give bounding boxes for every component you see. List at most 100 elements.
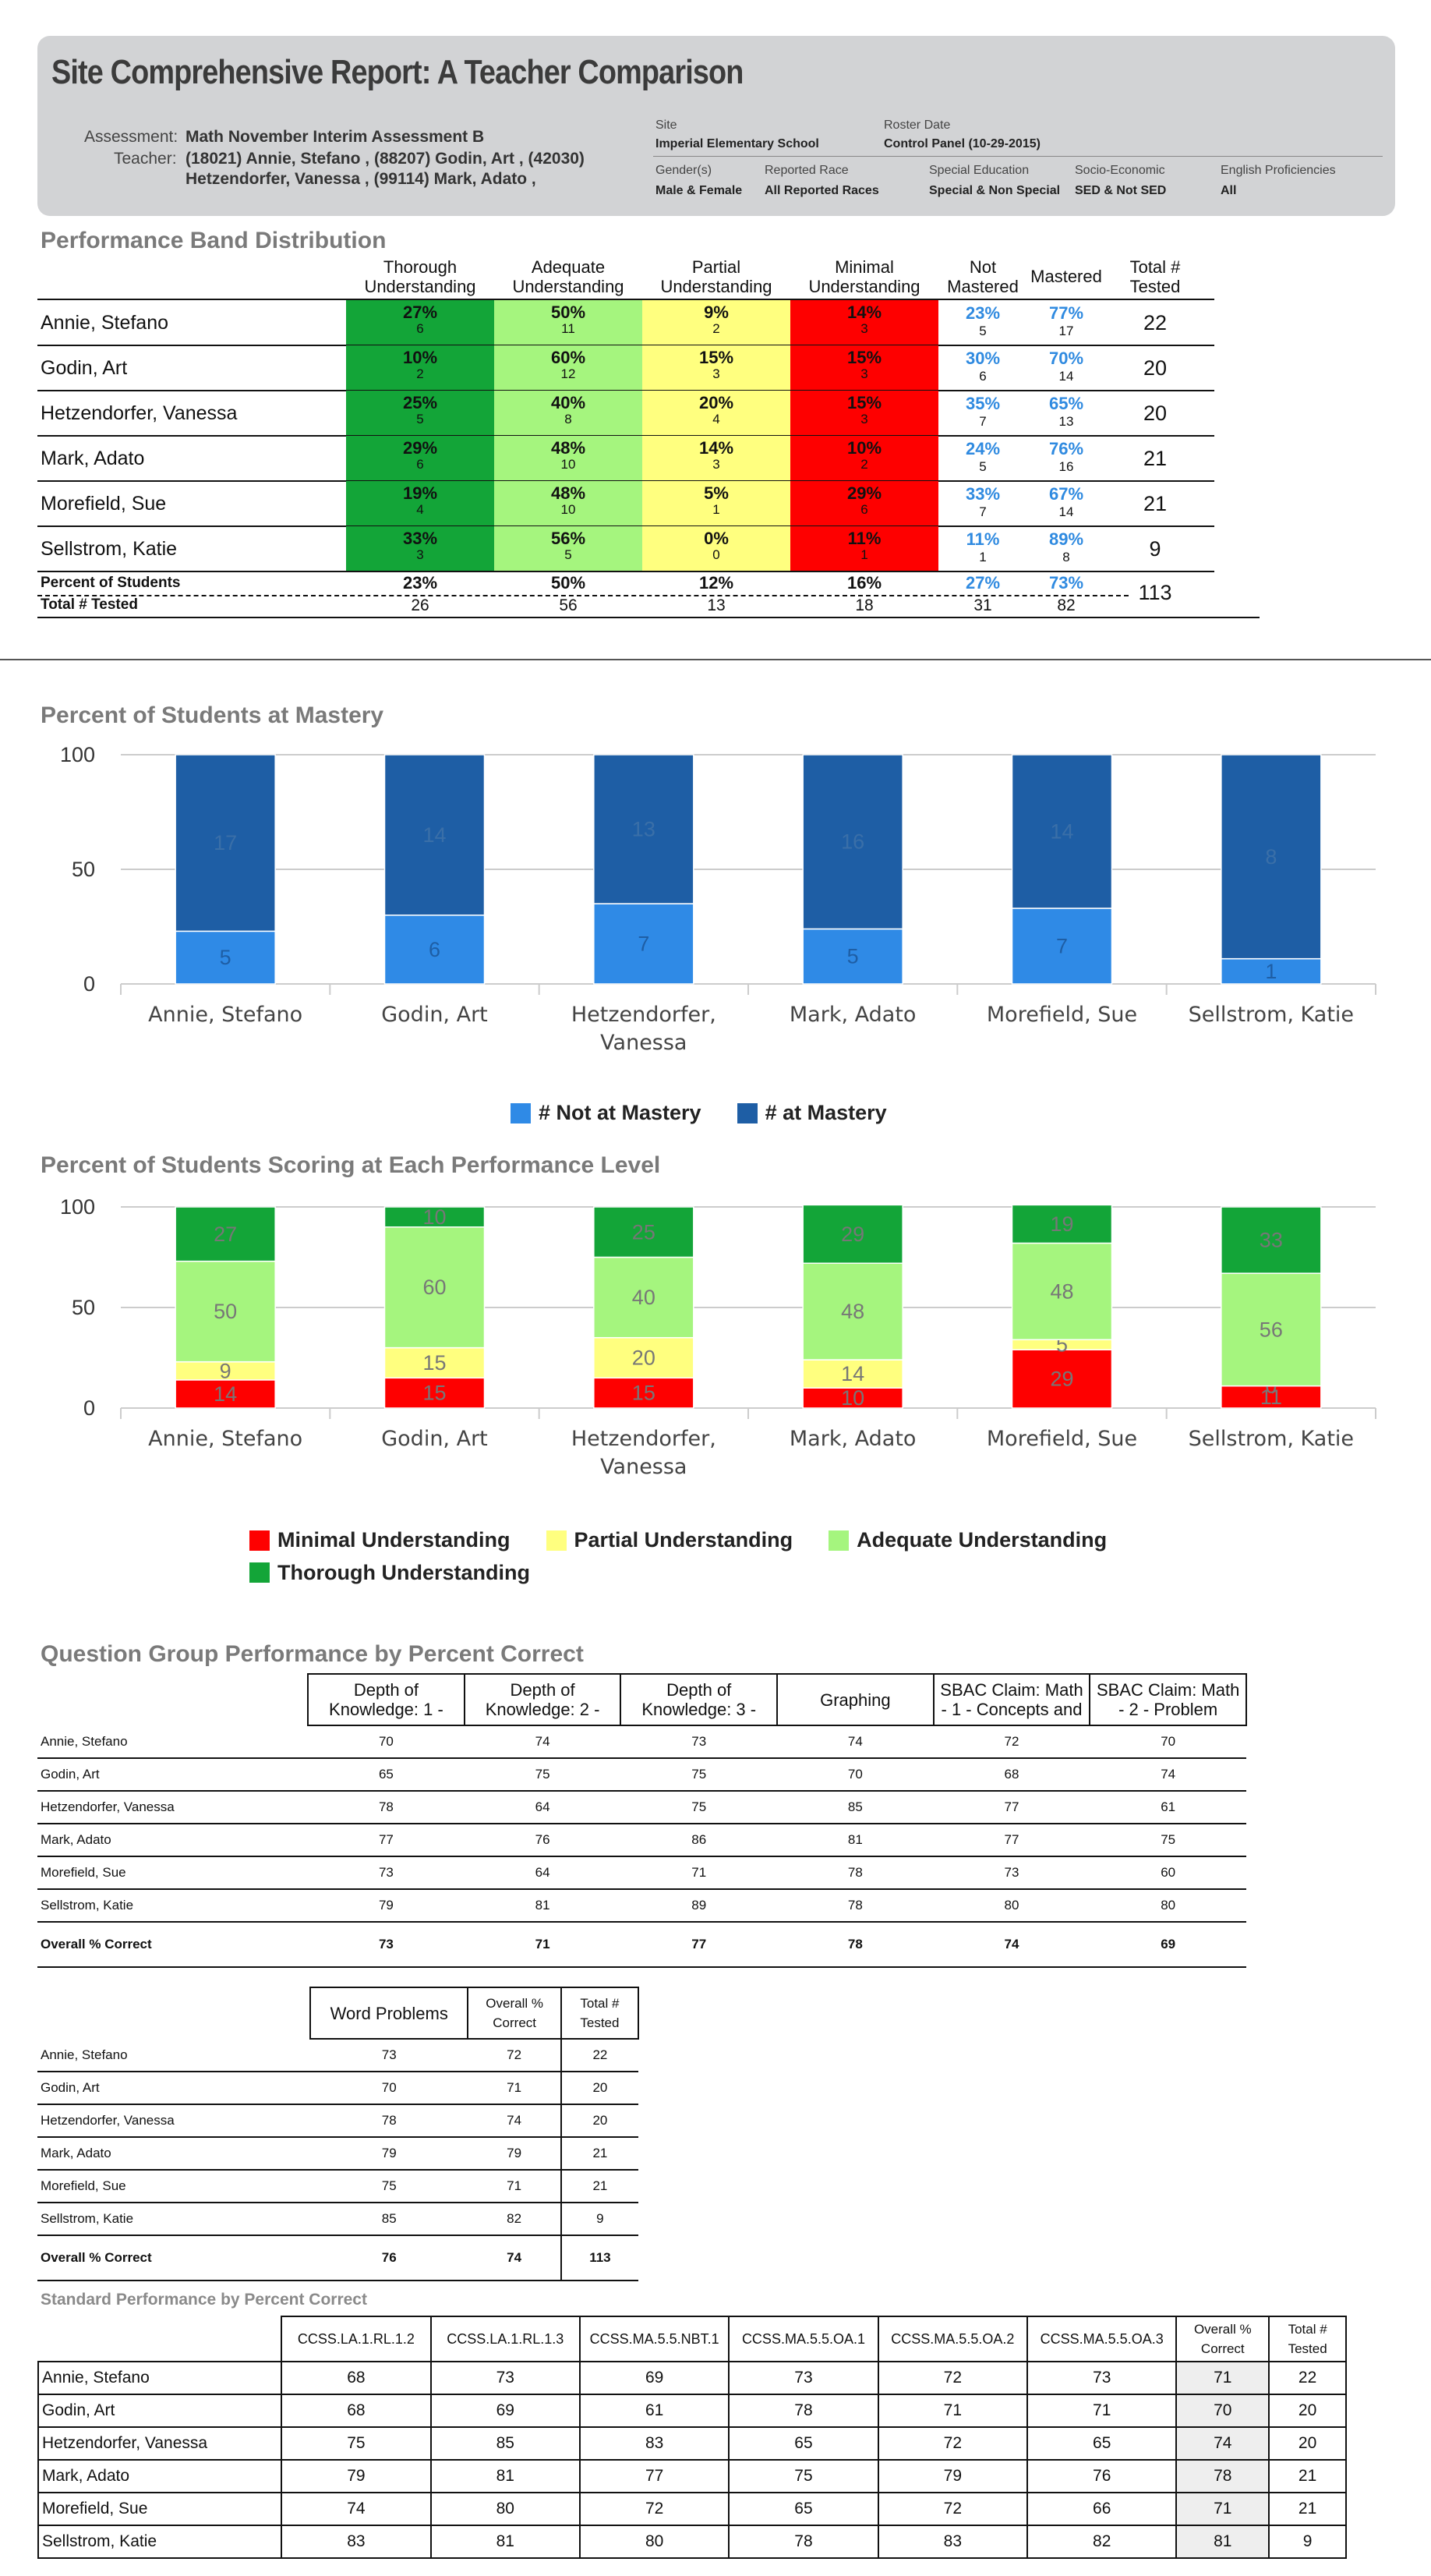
pbd-totals-minimal: 18 — [855, 596, 874, 614]
table-cell: 69 — [578, 2361, 730, 2395]
pbd-mastery-percent: 65% — [1048, 394, 1084, 413]
ses-value: SED & Not SED — [1075, 184, 1167, 197]
ep-value: All — [1221, 184, 1237, 197]
table-cell: 74 — [1090, 1758, 1246, 1792]
table-cell: 78 — [1175, 2459, 1270, 2493]
standard-performance-table: CCSS.LA.1.RL.1.2 CCSS.LA.1.RL.1.3 CCSS.MA.… — [37, 2316, 1347, 2559]
pbd-cell-mastered: 67% 14 — [1024, 484, 1108, 520]
column-header-line: Total # — [1288, 2322, 1327, 2337]
pbd-cell-percent: 15% — [698, 348, 734, 367]
bar-data-label: 13 — [632, 818, 655, 841]
row-teacher-name: Morefield, Sue — [37, 1856, 309, 1890]
table-cell: 22 — [560, 2039, 638, 2072]
pbd-cell-percent: 48% — [550, 438, 586, 458]
table-cell: 79 — [468, 2137, 561, 2171]
pbd-mastery-percent: 67% — [1048, 484, 1084, 504]
pbd-total-tested: 20 — [1143, 356, 1168, 380]
bar-segment — [383, 1226, 486, 1349]
legend-swatch — [546, 1530, 567, 1551]
pbd-cell-not_mastered: 35% 7 — [942, 394, 1024, 430]
pbd-totals-not_mastered: 31 — [973, 596, 992, 614]
table-cell: 81 — [464, 1889, 621, 1923]
pbd-header-line: Total # — [1129, 257, 1181, 277]
column-header: Overall % Correct — [1175, 2316, 1270, 2362]
table-cell: 71 — [1175, 2361, 1270, 2395]
pbd-cell-count: 10 — [560, 502, 576, 517]
question-group-table: Depth of Knowledge: 1 - Depth of Knowledge:… — [37, 1673, 1247, 1968]
table-cell: 113 — [560, 2235, 638, 2281]
pbd-mastery-count: 6 — [979, 369, 987, 384]
y-tick-label: 0 — [83, 1396, 95, 1420]
pbd-cell-not_mastered: 11% 1 — [942, 529, 1024, 565]
pbd-mastery-count: 7 — [979, 414, 987, 429]
pbd-cell-percent: 20% — [698, 393, 734, 412]
pbd-teacher-name: Sellstrom, Katie — [41, 538, 178, 560]
column-header-line: SBAC Claim: Math — [1096, 1680, 1240, 1700]
table-cell: 79 — [310, 2137, 468, 2171]
pbd-cell-count: 8 — [564, 412, 572, 426]
bar-data-label: 11 — [1260, 1385, 1282, 1409]
x-category-label: Morefield, Sue — [987, 1003, 1137, 1027]
table-row: Morefield, Sue 75 71 21 — [37, 2170, 638, 2203]
bar-data-label: 33 — [1260, 1229, 1283, 1252]
table-cell: 86 — [620, 1824, 778, 1857]
pbd-percent-label: Percent of Students — [41, 575, 181, 591]
table-cell: 73 — [1026, 2361, 1178, 2395]
table-cell: 61 — [578, 2394, 730, 2428]
race-value: All Reported Races — [765, 184, 879, 197]
x-category-label: Sellstrom, Katie — [1189, 1427, 1354, 1451]
table-cell: 71 — [468, 2170, 561, 2203]
table-row: Hetzendorfer, Vanessa 78 64 75 85 77 61 — [37, 1791, 1246, 1824]
pbd-cell-count: 2 — [860, 457, 868, 472]
table-cell: 70 — [1175, 2394, 1270, 2428]
table-cell: 77 — [620, 1922, 778, 1968]
table-cell: 80 — [1090, 1889, 1246, 1923]
table-cell: 85 — [310, 2203, 468, 2236]
x-category-label: Annie, Stefano — [148, 1003, 302, 1027]
pbd-teacher-name: Godin, Art — [41, 357, 128, 379]
pbd-header-line: Understanding — [364, 277, 476, 296]
table-cell: 66 — [1026, 2492, 1178, 2526]
legend-swatch — [249, 1562, 270, 1583]
pbd-teacher-name: Mark, Adato — [41, 448, 145, 469]
pbd-cell-percent: 25% — [402, 393, 438, 412]
bar-data-label: 14 — [422, 823, 446, 847]
column-header-line: Graphing — [820, 1690, 891, 1710]
bar-data-label: 27 — [214, 1223, 237, 1246]
table-cell: 81 — [1175, 2525, 1270, 2559]
x-category-label: Mark, Adato — [790, 1427, 917, 1451]
bar-data-label: 9 — [220, 1359, 231, 1382]
table-cell: 71 — [620, 1856, 778, 1890]
table-row: Mark, Adato 77 76 86 81 77 75 — [37, 1824, 1246, 1857]
bar-segment — [593, 1206, 694, 1258]
table-cell: 77 — [308, 1824, 465, 1857]
pbd-cell-percent: 27% — [402, 303, 438, 322]
pbd-mastery-count: 14 — [1058, 369, 1074, 384]
bar-data-label: 20 — [632, 1346, 655, 1370]
roster-label: Roster Date — [884, 119, 951, 132]
bar-data-label: 40 — [632, 1286, 655, 1309]
bar-segment — [1221, 1385, 1322, 1409]
table-cell: 75 — [281, 2426, 432, 2461]
column-header-line: Correct — [1200, 2341, 1245, 2356]
pbd-mastery-count: 17 — [1058, 324, 1074, 338]
pbd-mastery-percent: 24% — [965, 439, 1001, 458]
pbd-header-line: Minimal — [835, 257, 894, 277]
table-cell: 76 — [310, 2235, 468, 2281]
table-cell: 78 — [777, 1889, 934, 1923]
bar-segment — [383, 1377, 486, 1409]
y-tick-label: 100 — [60, 1195, 95, 1219]
table-cell: 76 — [464, 1824, 621, 1857]
table-row: Mark, Adato 79 79 21 — [37, 2137, 638, 2171]
pbd-cell-percent: 48% — [550, 483, 586, 503]
word-problems-table: Word Problems Overall % Correct Total # Test… — [37, 1987, 640, 2281]
table-cell: 20 — [560, 2072, 638, 2105]
pbd-header-line: Not — [969, 257, 997, 277]
table-row: Overall % Correct 73 71 77 78 74 69 — [37, 1922, 1246, 1968]
pbd-cell-percent: 14% — [846, 303, 882, 322]
table-cell: 73 — [308, 1922, 465, 1968]
column-header: Graphing — [776, 1673, 935, 1726]
table-cell: 82 — [468, 2203, 561, 2236]
column-header-line: Word Problems — [330, 2003, 448, 2023]
